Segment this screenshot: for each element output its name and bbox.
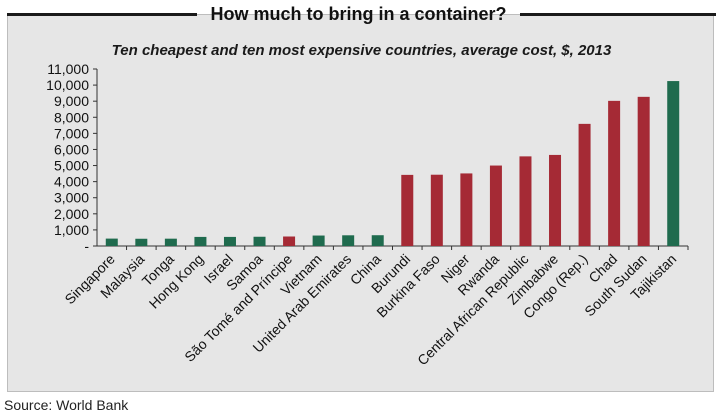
bar-china <box>371 235 384 246</box>
bar-burundi <box>401 174 414 246</box>
y-tick-label: 3,000 <box>54 190 89 206</box>
bar-central-african-republic <box>519 156 532 246</box>
chart-subtitle: Ten cheapest and ten most expensive coun… <box>111 42 612 59</box>
bar-s-o-tom-and-pr-ncipe <box>283 236 296 246</box>
y-tick-label: 11,000 <box>47 61 89 77</box>
chart-title: How much to bring in a container? <box>210 4 507 24</box>
header-rule-right <box>520 13 716 16</box>
y-tick-label: 2,000 <box>54 206 89 222</box>
bar-burkina-faso <box>430 174 443 246</box>
y-tick-label: 5,000 <box>54 158 89 174</box>
bar-south-sudan <box>637 96 650 246</box>
bar-israel <box>223 236 236 246</box>
bar-rwanda <box>489 165 502 246</box>
bar-united-arab-emirates <box>342 235 355 246</box>
source-note: Source: World Bank <box>4 397 129 413</box>
bar-vietnam <box>312 235 325 246</box>
bar-tajikistan <box>667 81 680 247</box>
y-tick-label: 6,000 <box>54 141 89 157</box>
bar-chad <box>608 100 621 246</box>
y-tick-label: 4,000 <box>54 174 89 190</box>
y-tick-label: 7,000 <box>54 125 89 141</box>
bar-niger <box>460 173 473 246</box>
chart-panel <box>7 14 714 392</box>
bar-tonga <box>164 238 177 246</box>
bar-zimbabwe <box>549 154 562 246</box>
bar-samoa <box>253 236 266 246</box>
y-tick-label: 1,000 <box>54 222 89 238</box>
header-rule-left <box>7 13 197 16</box>
bar-singapore <box>105 238 118 246</box>
bar-hong-kong <box>194 236 207 246</box>
y-tick-label: - <box>84 238 89 254</box>
y-tick-label: 10,000 <box>46 77 89 93</box>
bar-malaysia <box>135 238 148 246</box>
y-tick-label: 8,000 <box>54 109 89 125</box>
bar-congo-rep- <box>578 123 591 246</box>
y-tick-label: 9,000 <box>54 93 89 109</box>
